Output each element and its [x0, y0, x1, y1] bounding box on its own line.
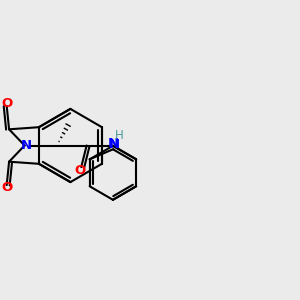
Text: N: N [109, 138, 120, 151]
Text: O: O [75, 164, 86, 177]
Text: N: N [108, 137, 119, 150]
Text: O: O [1, 181, 12, 194]
Text: H: H [115, 129, 124, 142]
Text: O: O [1, 97, 12, 110]
Text: N: N [20, 139, 32, 152]
